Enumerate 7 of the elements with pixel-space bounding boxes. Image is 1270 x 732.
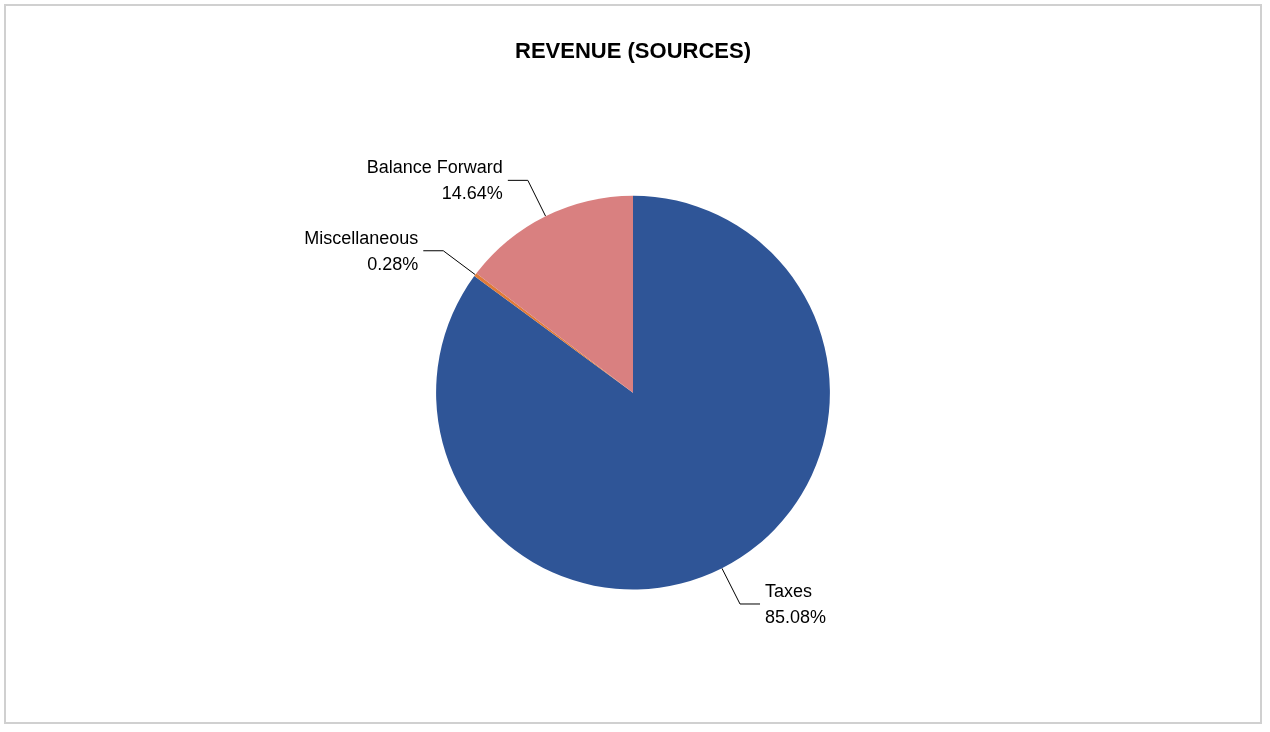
slice-label: Balance Forward xyxy=(366,157,503,178)
slice-label: Miscellaneous xyxy=(304,227,419,248)
slice-label: Taxes xyxy=(765,580,813,601)
data-label: 14.64% xyxy=(441,183,503,204)
chart-title: REVENUE (SOURCES) xyxy=(515,37,751,63)
data-label: 0.28% xyxy=(367,253,419,274)
data-label: 85.08% xyxy=(765,606,827,627)
